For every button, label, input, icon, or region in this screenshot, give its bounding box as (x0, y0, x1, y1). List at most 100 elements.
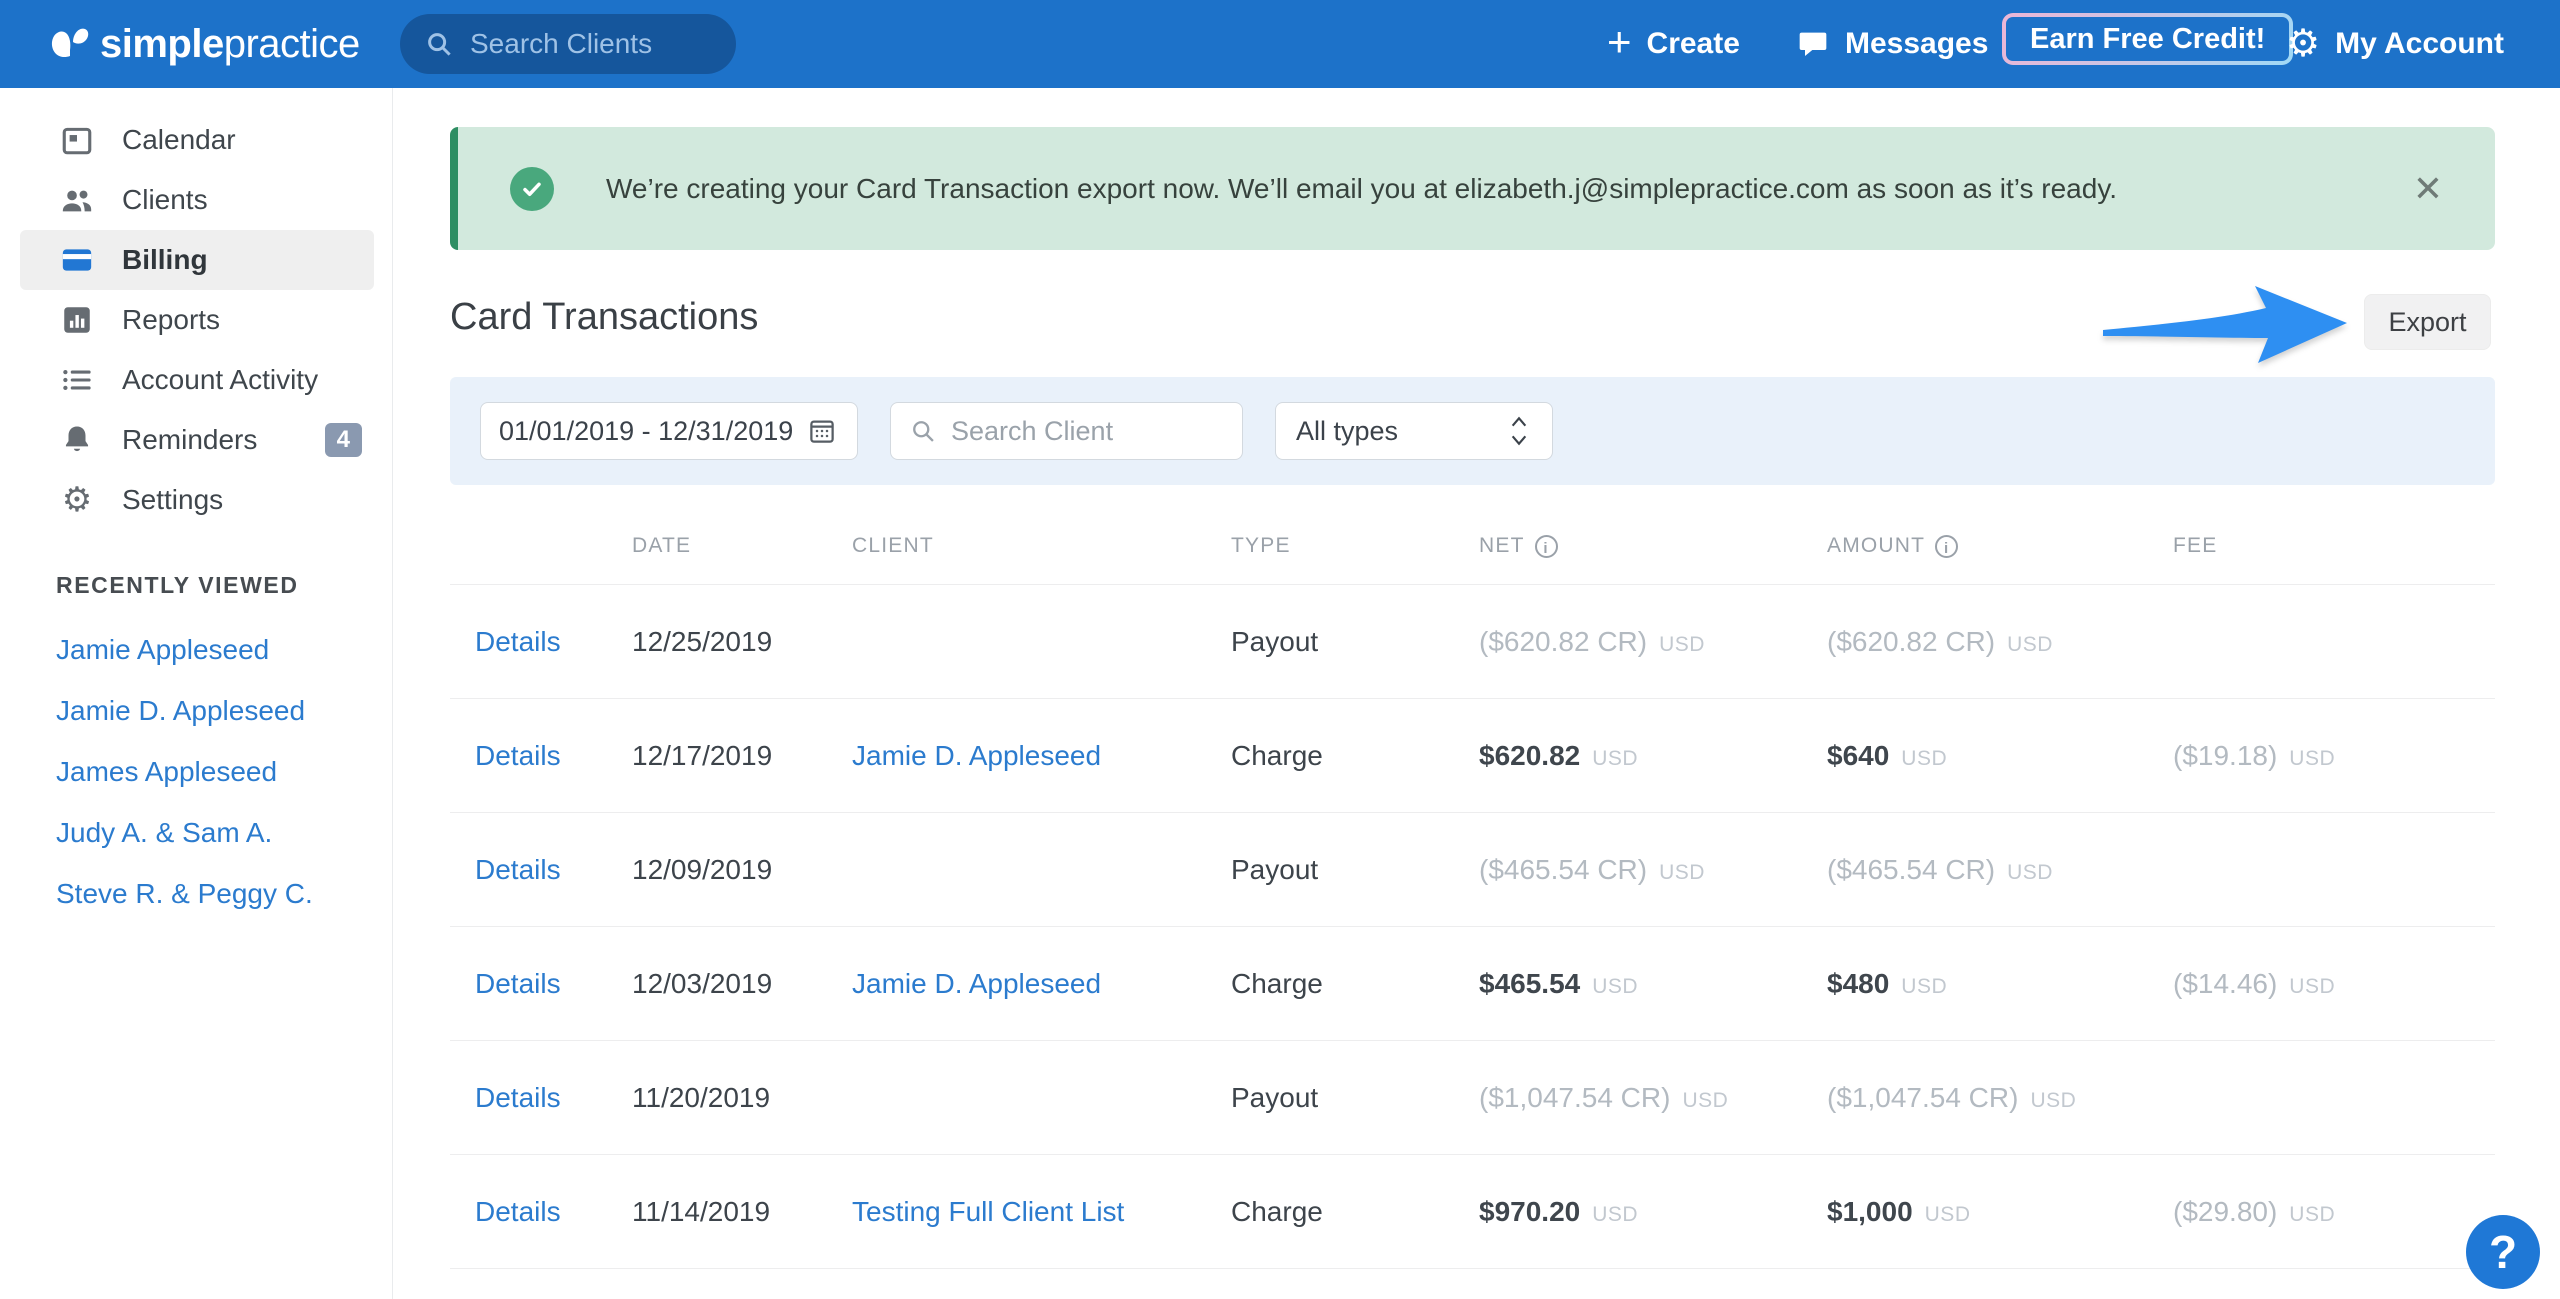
cell-amount: $640 USD (1827, 740, 2173, 772)
cell-fee: ($19.18) USD (2173, 740, 2495, 772)
cell-net: $465.54 USD (1479, 968, 1827, 1000)
messages-button[interactable]: Messages (1796, 0, 1988, 88)
details-link[interactable]: Details (475, 1195, 561, 1227)
net-value: ($1,047.54 CR) (1479, 1081, 1671, 1113)
search-placeholder: Search Clients (470, 28, 653, 59)
details-link[interactable]: Details (475, 967, 561, 999)
amount-value: $480 (1827, 967, 1890, 999)
client-link[interactable]: Testing Full Client List (852, 1195, 1125, 1227)
my-account-button[interactable]: ⚙ My Account (2286, 0, 2504, 88)
details-link[interactable]: Details (475, 739, 561, 771)
sidebar-item-reminders[interactable]: Reminders 4 (20, 410, 374, 470)
billing-card-icon (58, 241, 96, 279)
info-icon[interactable]: i (1534, 534, 1558, 558)
transactions-table: DATE CLIENT TYPE NET i AMOUNT i FEE Detail… (450, 508, 2495, 1269)
details-link[interactable]: Details (475, 853, 561, 885)
date-range-input[interactable]: 01/01/2019 - 12/31/2019 (480, 402, 858, 460)
simplepractice-logo[interactable]: simplepractice (50, 0, 360, 88)
details-link[interactable]: Details (475, 625, 561, 657)
net-value: $620.82 (1479, 739, 1581, 771)
sidebar-item-label: Settings (122, 484, 224, 515)
cell-type: Payout (1231, 625, 1319, 657)
sidebar-item-calendar[interactable]: Calendar (20, 110, 374, 170)
earn-free-credit-label: Earn Free Credit! (2006, 17, 2290, 61)
logo-text: simplepractice (100, 22, 360, 67)
search-icon (909, 417, 937, 445)
recent-client-link[interactable]: Jamie Appleseed (56, 633, 270, 665)
amount-currency: USD (2030, 1088, 2077, 1112)
sidebar-item-billing[interactable]: Billing (20, 230, 374, 290)
amount-currency: USD (1901, 974, 1948, 998)
net-value: $465.54 (1479, 967, 1581, 999)
fee-value: ($19.18) (2173, 739, 2278, 771)
check-circle-icon (510, 166, 554, 211)
amount-currency: USD (2007, 632, 2053, 656)
type-filter-select[interactable]: All types (1275, 402, 1553, 460)
header-fee: FEE (2173, 534, 2218, 557)
sidebar-item-reports[interactable]: Reports (20, 290, 374, 350)
type-filter-value: All types (1296, 415, 1399, 446)
header-client: CLIENT (852, 534, 934, 557)
header-net: NET i (1479, 534, 1827, 558)
sidebar-item-account-activity[interactable]: Account Activity (20, 350, 374, 410)
recent-client-link[interactable]: Jamie D. Appleseed (56, 694, 306, 726)
sidebar-nav: Calendar Clients (0, 88, 392, 530)
reminders-count-badge: 4 (324, 422, 362, 458)
earn-free-credit-button[interactable]: Earn Free Credit! (2002, 13, 2294, 65)
amount-currency: USD (1924, 1202, 1971, 1226)
net-value: ($620.82 CR) (1479, 625, 1648, 657)
details-link[interactable]: Details (475, 1081, 561, 1113)
amount-value: $640 (1827, 739, 1890, 771)
cell-type: Payout (1231, 853, 1319, 885)
filter-bar: 01/01/2019 - 12/31/2019 (450, 377, 2495, 485)
search-icon (424, 29, 454, 59)
client-search-input[interactable]: Search Client (890, 402, 1243, 460)
create-button[interactable]: + Create (1607, 0, 1740, 88)
amount-currency: USD (2007, 860, 2053, 884)
cell-date: 12/03/2019 (632, 967, 773, 999)
cell-date: 11/20/2019 (632, 1081, 771, 1113)
table-row: Details 12/25/2019 Payout ($620.82 CR) US… (450, 585, 2495, 699)
cell-date: 12/17/2019 (632, 739, 773, 771)
banner-message: We’re creating your Card Transaction exp… (606, 172, 2118, 204)
amount-value: ($620.82 CR) (1827, 625, 1996, 657)
cell-date: 11/14/2019 (632, 1195, 771, 1227)
export-button[interactable]: Export (2364, 294, 2491, 350)
reports-chart-icon (58, 301, 96, 339)
gear-icon: ⚙ (61, 481, 93, 519)
amount-currency: USD (1901, 746, 1948, 770)
info-icon[interactable]: i (1935, 534, 1959, 558)
chat-bubble-icon (1796, 28, 1830, 60)
table-row: Details 12/17/2019 Jamie D. Appleseed Ch… (450, 699, 2495, 813)
calendar-icon (58, 121, 96, 159)
gear-icon: ⚙ (2286, 23, 2321, 65)
help-button[interactable]: ? (2466, 1215, 2540, 1289)
recent-client-link[interactable]: James Appleseed (56, 755, 278, 787)
logo-brand-light: practice (223, 21, 361, 66)
client-search-placeholder: Search Client (951, 415, 1114, 446)
recent-client-link[interactable]: Judy A. & Sam A. (56, 816, 273, 848)
client-link[interactable]: Jamie D. Appleseed (852, 967, 1102, 999)
cell-fee: ($14.46) USD (2173, 968, 2495, 1000)
logo-brand-bold: simple (100, 21, 224, 66)
cell-amount: $480 USD (1827, 968, 2173, 1000)
global-search-input[interactable]: Search Clients (400, 14, 736, 74)
close-icon[interactable]: ✕ (2412, 167, 2443, 209)
recent-client-link[interactable]: Steve R. & Peggy C. (56, 877, 313, 909)
create-label: Create (1646, 27, 1740, 60)
net-currency: USD (1592, 1202, 1639, 1226)
butterfly-logo-icon (50, 25, 92, 63)
sidebar: Calendar Clients (0, 88, 393, 1299)
cell-type: Charge (1231, 1195, 1323, 1227)
sidebar-item-settings[interactable]: ⚙ Settings (20, 470, 374, 530)
cell-amount: ($465.54 CR) USD (1827, 854, 2173, 886)
main-content: We’re creating your Card Transaction exp… (394, 88, 2560, 1299)
sidebar-item-clients[interactable]: Clients (20, 170, 374, 230)
top-navigation-bar: simplepractice Search Clients + Create M… (0, 0, 2560, 88)
bell-icon (58, 421, 96, 459)
fee-value: ($29.80) (2173, 1195, 2278, 1227)
client-link[interactable]: Jamie D. Appleseed (852, 739, 1102, 771)
table-row: Details 12/03/2019 Jamie D. Appleseed Ch… (450, 927, 2495, 1041)
amount-value: ($465.54 CR) (1827, 853, 1996, 885)
my-account-label: My Account (2335, 27, 2504, 60)
